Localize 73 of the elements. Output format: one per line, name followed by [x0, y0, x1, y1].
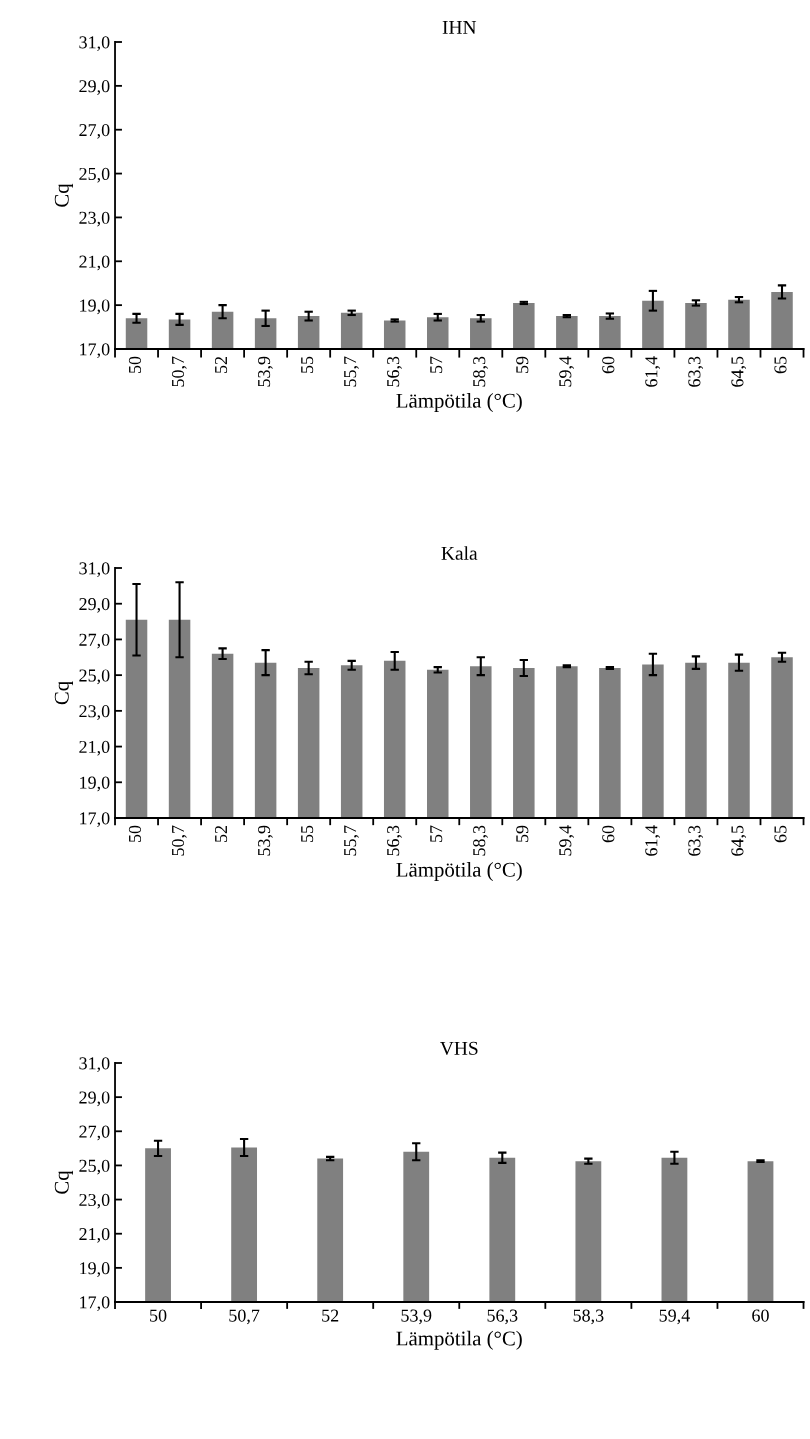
y-tick-label: 25,0 — [79, 1159, 110, 1175]
y-tick-label: 23,0 — [79, 705, 110, 720]
chart-title: Kala — [441, 546, 478, 560]
y-tick-label: 19,0 — [80, 1262, 110, 1277]
x-tick-label: 60 — [752, 1309, 769, 1322]
x-tick-label: 60 — [602, 356, 615, 374]
x-tick-label: 52 — [214, 356, 228, 373]
y-tick-label: 21,0 — [79, 255, 110, 271]
x-tick-label: 50,7 — [229, 1309, 260, 1325]
x-tick-label: 55 — [301, 356, 314, 373]
x-tick-label: 55,7 — [344, 825, 359, 856]
y-tick-label: 23,0 — [79, 1193, 110, 1209]
x-tick-label: 55,7 — [344, 356, 359, 387]
x-axis-title: Lämpötila (°C) — [396, 862, 522, 881]
y-tick-label: 19,0 — [80, 776, 110, 792]
x-tick-label: 59 — [516, 356, 529, 373]
x-tick-label: 56,3 — [487, 1309, 518, 1325]
x-tick-label: 57 — [430, 825, 443, 842]
x-tick-label: 50,7 — [171, 356, 187, 387]
x-tick-label: 50 — [128, 825, 142, 842]
x-tick-label: 56,3 — [387, 825, 402, 856]
y-tick-label: 31,0 — [79, 562, 110, 578]
y-tick-label: 25,0 — [79, 669, 110, 685]
x-tick-label: 60 — [602, 825, 615, 843]
y-tick-label: 25,0 — [79, 167, 110, 183]
chart-title: VHS — [440, 1041, 478, 1055]
x-tick-label: 64,5 — [731, 356, 747, 387]
y-axis-title: Cq — [54, 1170, 74, 1194]
x-tick-label: 53,9 — [401, 1309, 432, 1325]
x-axis-title: Lämpötila (°C) — [396, 393, 522, 412]
y-tick-label: 21,0 — [79, 1227, 110, 1243]
x-tick-label: 65 — [774, 356, 787, 374]
x-tick-label: 50 — [150, 1309, 167, 1322]
x-tick-label: 56,3 — [387, 356, 402, 387]
y-tick-label: 31,0 — [79, 1057, 110, 1073]
x-axis-title: Lämpötila (°C) — [396, 1330, 522, 1350]
y-tick-label: 21,0 — [79, 740, 110, 756]
x-tick-label: 50 — [128, 356, 142, 373]
y-tick-label: 27,0 — [79, 633, 110, 649]
y-tick-label: 27,0 — [79, 123, 110, 139]
y-tick-label: 27,0 — [79, 1125, 110, 1141]
x-tick-label: 59 — [516, 825, 529, 842]
x-tick-label: 59,4 — [559, 356, 574, 387]
x-tick-label: 63,3 — [688, 356, 704, 387]
x-tick-label: 63,3 — [688, 825, 704, 856]
x-tick-label: 61,4 — [645, 356, 661, 387]
y-tick-label: 23,0 — [79, 211, 110, 227]
x-tick-label: 52 — [322, 1309, 339, 1322]
x-tick-label: 64,5 — [731, 825, 747, 856]
y-tick-label: 29,0 — [79, 1091, 110, 1107]
y-tick-label: 17,0 — [80, 812, 110, 828]
y-axis-title: Cq — [54, 183, 74, 207]
x-tick-label: 52 — [214, 825, 228, 842]
x-tick-label: 55 — [301, 825, 314, 842]
y-tick-label: 31,0 — [79, 36, 110, 52]
y-tick-label: 29,0 — [79, 80, 110, 95]
y-axis-title: Cq — [54, 681, 74, 705]
x-tick-label: 59,4 — [559, 825, 574, 856]
x-tick-label: 50,7 — [171, 825, 187, 856]
x-tick-label: 58,3 — [573, 1309, 604, 1325]
y-tick-label: 17,0 — [80, 343, 110, 359]
x-tick-label: 59,4 — [659, 1309, 690, 1325]
y-tick-label: 19,0 — [80, 299, 110, 315]
x-tick-label: 53,9 — [258, 356, 273, 387]
x-tick-label: 61,4 — [645, 825, 661, 856]
chart-title: IHN — [442, 20, 477, 34]
x-tick-label: 53,9 — [258, 825, 273, 856]
x-tick-label: 57 — [430, 356, 443, 373]
y-tick-label: 17,0 — [80, 1296, 110, 1312]
x-tick-label: 58,3 — [473, 356, 488, 387]
x-tick-label: 65 — [774, 825, 787, 843]
y-tick-label: 29,0 — [79, 597, 110, 613]
x-tick-label: 58,3 — [473, 825, 488, 856]
